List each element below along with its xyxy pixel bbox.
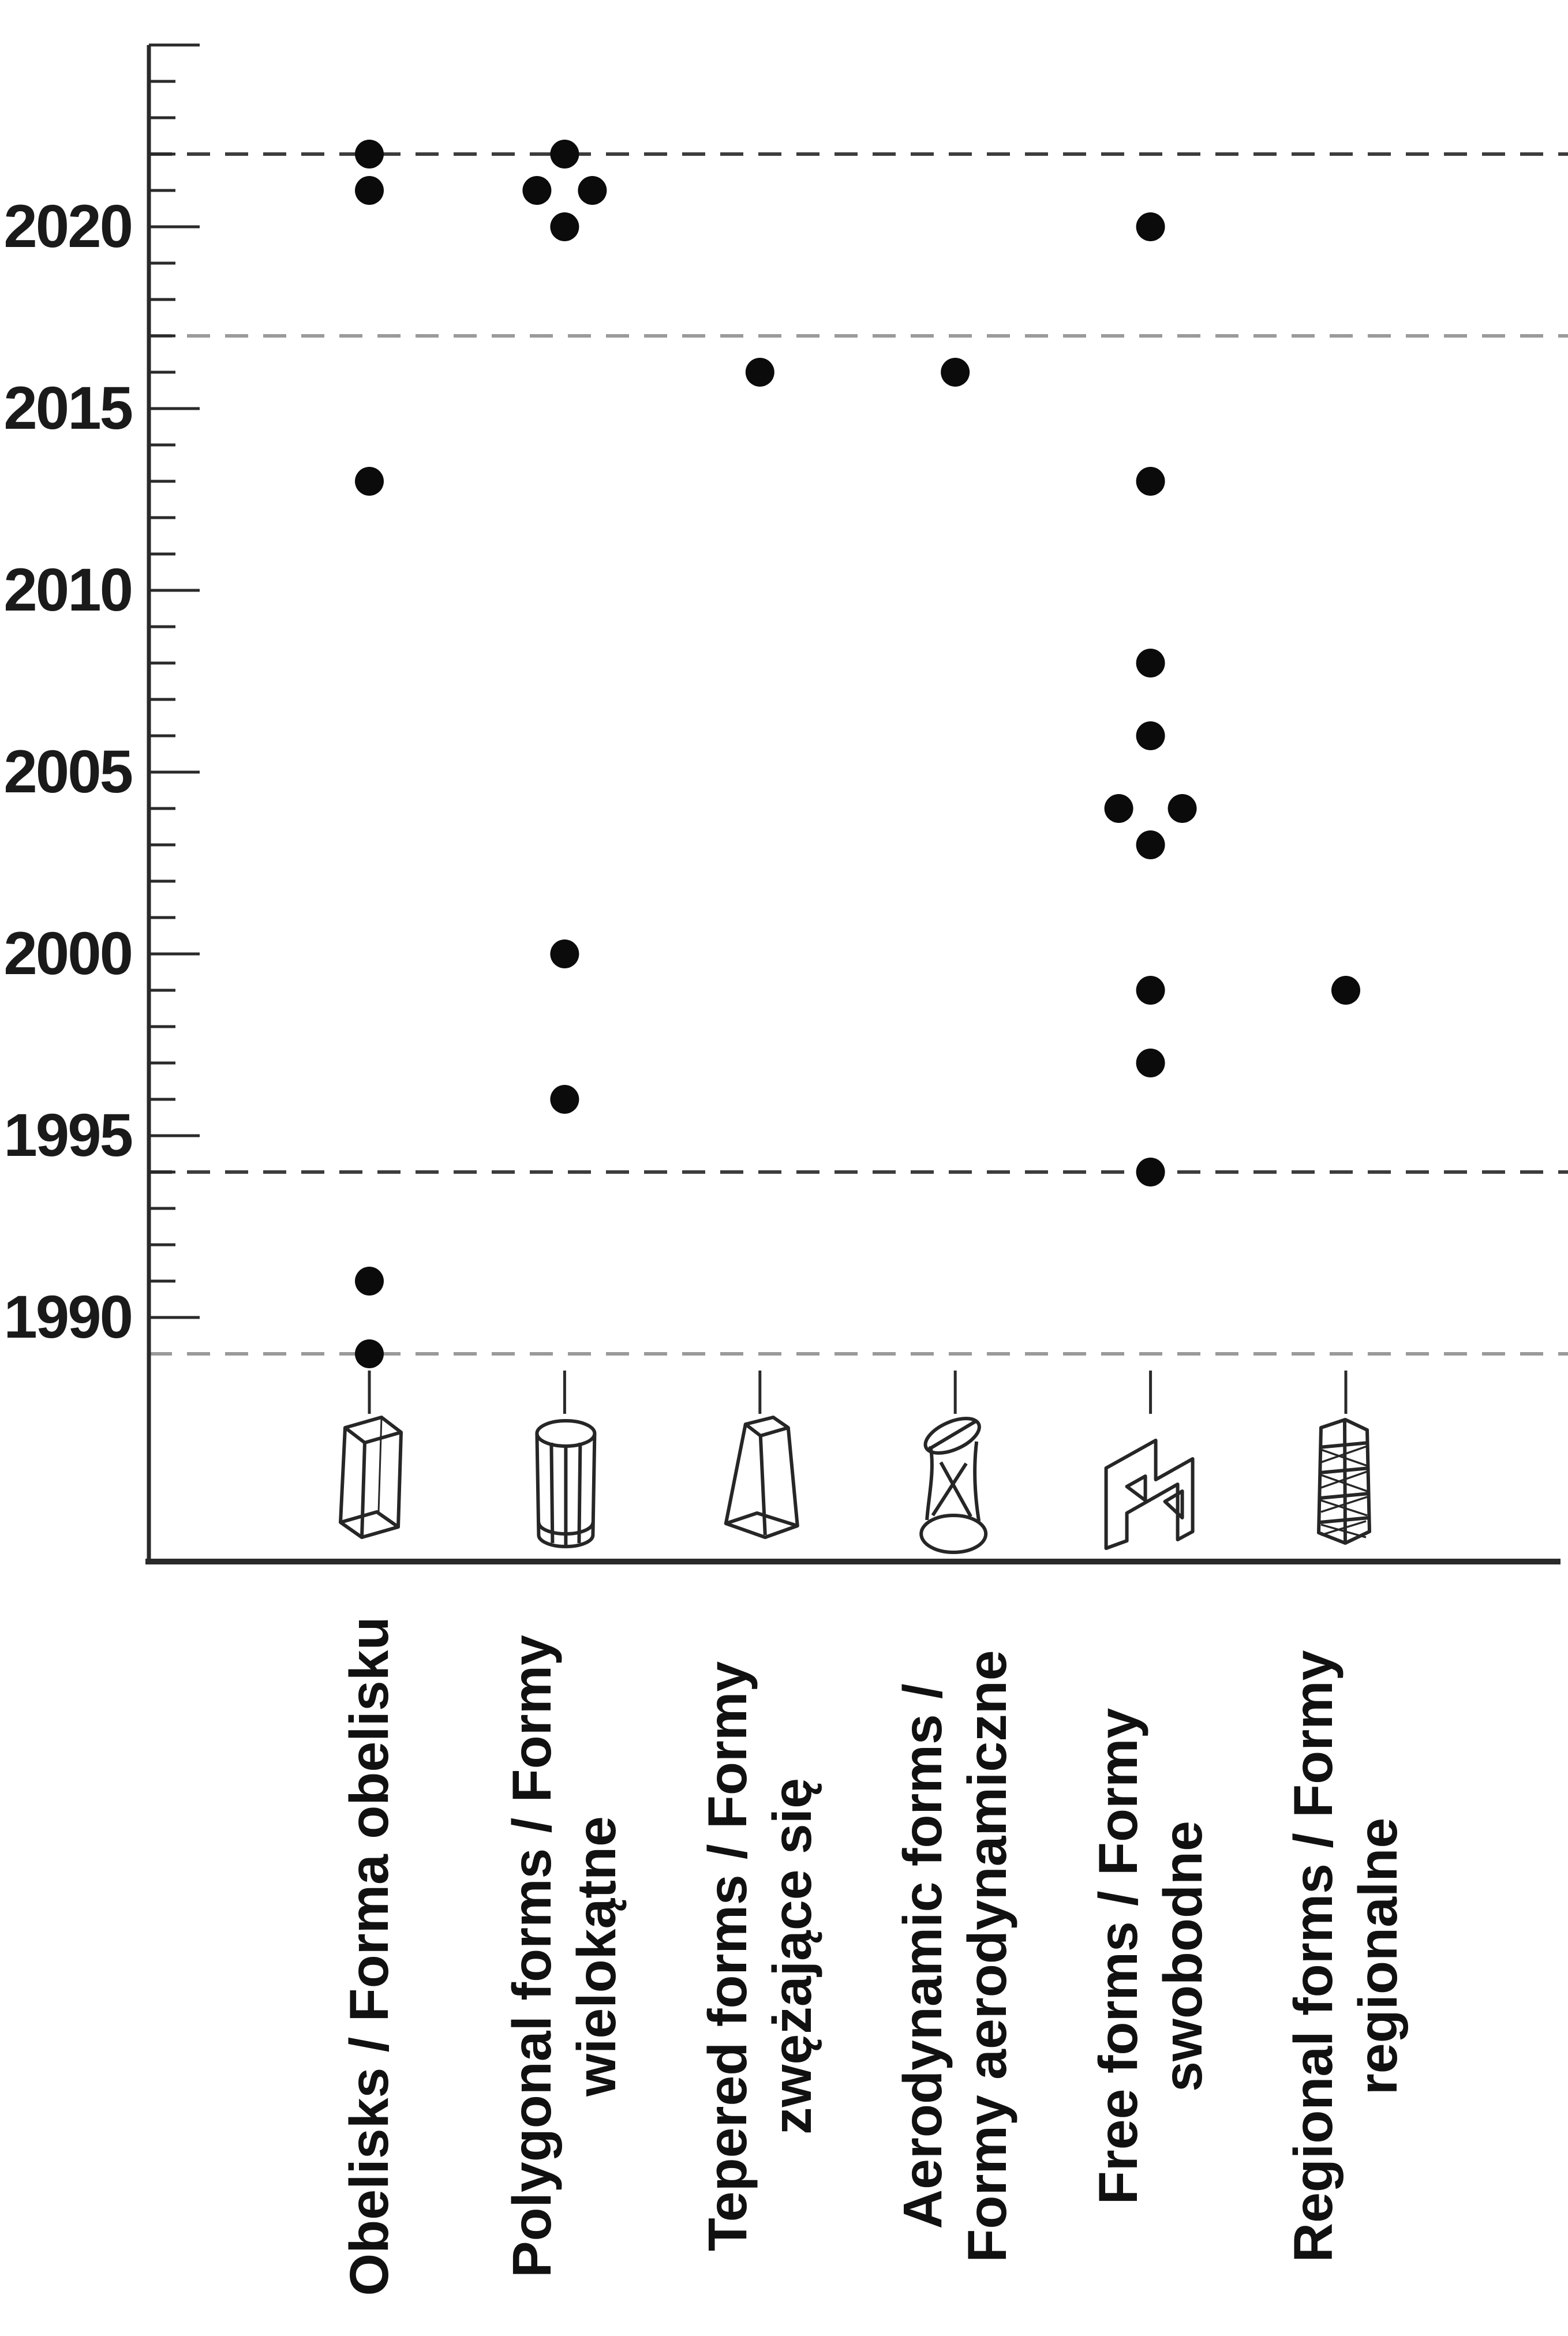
- polygonal-column-icon: [535, 1419, 597, 1548]
- category-label-line: swobodne: [1152, 1821, 1214, 2092]
- obelisk-prism-icon: [339, 1416, 403, 1539]
- data-point: [1136, 649, 1165, 677]
- category-label-obelisks: Obelisks / Forma obelisku: [303, 1584, 436, 2328]
- data-point: [1136, 1049, 1165, 1077]
- data-point: [550, 140, 579, 169]
- data-point: [1136, 467, 1165, 496]
- data-point: [355, 1339, 384, 1368]
- data-point: [1167, 794, 1197, 823]
- category-label-line: Polygonal forms / Formy: [502, 1635, 563, 2278]
- category-label-line: wielokątne: [566, 1816, 628, 2097]
- category-label-line: Formy aerodynamiczne: [957, 1650, 1019, 2263]
- data-point: [355, 140, 384, 169]
- data-point: [941, 358, 970, 387]
- aerodynamic-form-icon: [919, 1417, 988, 1554]
- data-point: [550, 212, 579, 241]
- category-label-line: Regional forms / Formy: [1283, 1650, 1344, 2263]
- category-label-line: regionalne: [1348, 1817, 1409, 2095]
- zigzag-form-icon: [1104, 1439, 1195, 1550]
- data-point: [1136, 1158, 1165, 1186]
- data-point: [355, 176, 384, 205]
- data-point: [1136, 212, 1165, 241]
- data-point: [1136, 830, 1165, 859]
- y-tick-label: 1990: [3, 1283, 133, 1351]
- data-point: [1136, 721, 1165, 750]
- data-point: [578, 176, 607, 205]
- y-tick-label: 2000: [3, 920, 133, 987]
- data-point: [550, 1085, 579, 1114]
- data-point: [1136, 976, 1165, 1005]
- data-point: [1104, 794, 1133, 823]
- y-tick-label: 2010: [3, 556, 133, 624]
- y-tick-label: 2015: [3, 375, 133, 442]
- stacked-blocks-icon: [1317, 1418, 1371, 1545]
- y-tick-label: 2020: [3, 193, 133, 260]
- category-label-line: Obelisks / Forma obelisku: [339, 1616, 400, 2296]
- data-point: [745, 358, 774, 387]
- data-point: [355, 467, 384, 496]
- data-point: [550, 939, 579, 968]
- category-label-line: Aerodynamic forms /: [892, 1683, 954, 2229]
- data-point: [1331, 976, 1360, 1005]
- category-label-line: Free forms / Formy: [1087, 1708, 1149, 2205]
- category-label-tapered: Tepered forms / Formy zwężające się: [694, 1584, 826, 2328]
- category-label-line: zwężające się: [761, 1778, 823, 2135]
- category-label-aerodynamic: Aerodynamic forms / Formy aerodynamiczne: [889, 1584, 1021, 2328]
- category-label-line: Tepered forms / Formy: [697, 1661, 758, 2252]
- y-tick-label: 2005: [3, 738, 133, 806]
- category-label-free: Free forms / Formy swobodne: [1084, 1584, 1217, 2328]
- data-point: [522, 176, 552, 205]
- data-point: [355, 1267, 384, 1296]
- y-tick-label: 1995: [3, 1102, 133, 1169]
- category-label-polygonal: Polygonal forms / Formy wielokątne: [498, 1584, 631, 2328]
- category-label-regional: Regional forms / Formy regionalne: [1279, 1584, 1412, 2328]
- tapered-prism-icon: [724, 1416, 799, 1539]
